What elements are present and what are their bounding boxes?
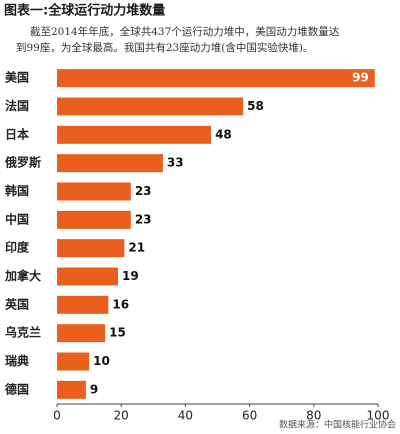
y-tick-label: 中国: [5, 211, 29, 226]
y-tick-label: 俄罗斯: [4, 155, 41, 170]
bar: [57, 267, 118, 286]
x-tick-label: 40: [178, 409, 193, 423]
y-tick-label: 美国: [5, 70, 29, 85]
source: 数据来源：中国核能行业协会: [279, 419, 396, 431]
chart-title: 图表一:全球运行动力堆数量: [4, 3, 165, 19]
bar: [57, 380, 86, 399]
subtitle: 截至2014年年底，全球共437个运行动力堆中，美国动力堆数量达: [30, 25, 340, 38]
value-label: 21: [128, 241, 145, 255]
value-label: 9: [90, 382, 98, 396]
y-tick-label: 英国: [5, 296, 29, 311]
bar: [57, 352, 90, 371]
x-tick-label: 100: [367, 409, 390, 423]
bar: [57, 154, 163, 173]
y-tick-label: 瑞典: [5, 353, 29, 368]
y-tick-label: 韩国: [5, 183, 29, 198]
value-label: 33: [167, 156, 184, 170]
bar: [57, 210, 131, 229]
x-tick-label: 60: [242, 409, 257, 423]
bar: [57, 324, 106, 343]
value-label: 23: [135, 184, 152, 198]
bar: [57, 125, 212, 144]
x-tick-label: 20: [114, 409, 129, 423]
value-label: 19: [122, 269, 139, 283]
subtitle: 到99座，为全球最高。我国共有23座动力堆(含中国实验快堆)。: [16, 41, 313, 54]
bar: [57, 239, 125, 258]
y-tick-label: 乌克兰: [5, 325, 41, 340]
bar: [57, 295, 109, 314]
y-tick-label: 德国: [5, 381, 29, 396]
y-tick-label: 日本: [5, 126, 29, 141]
value-label: 16: [112, 297, 129, 311]
value-label: 15: [109, 326, 126, 340]
y-tick-label: 印度: [5, 240, 30, 255]
y-tick-label: 加拿大: [4, 268, 41, 283]
bar: [57, 97, 244, 116]
value-label: 48: [215, 127, 232, 141]
x-tick-label: 0: [53, 409, 61, 423]
value-label: 23: [135, 212, 152, 226]
value-label: 58: [247, 99, 264, 113]
value-label: 10: [93, 354, 110, 368]
y-tick-label: 法国: [5, 98, 29, 113]
bar: [57, 182, 131, 201]
bar: [57, 69, 375, 88]
value-label: 99: [352, 71, 369, 85]
x-tick-label: 80: [306, 409, 321, 423]
